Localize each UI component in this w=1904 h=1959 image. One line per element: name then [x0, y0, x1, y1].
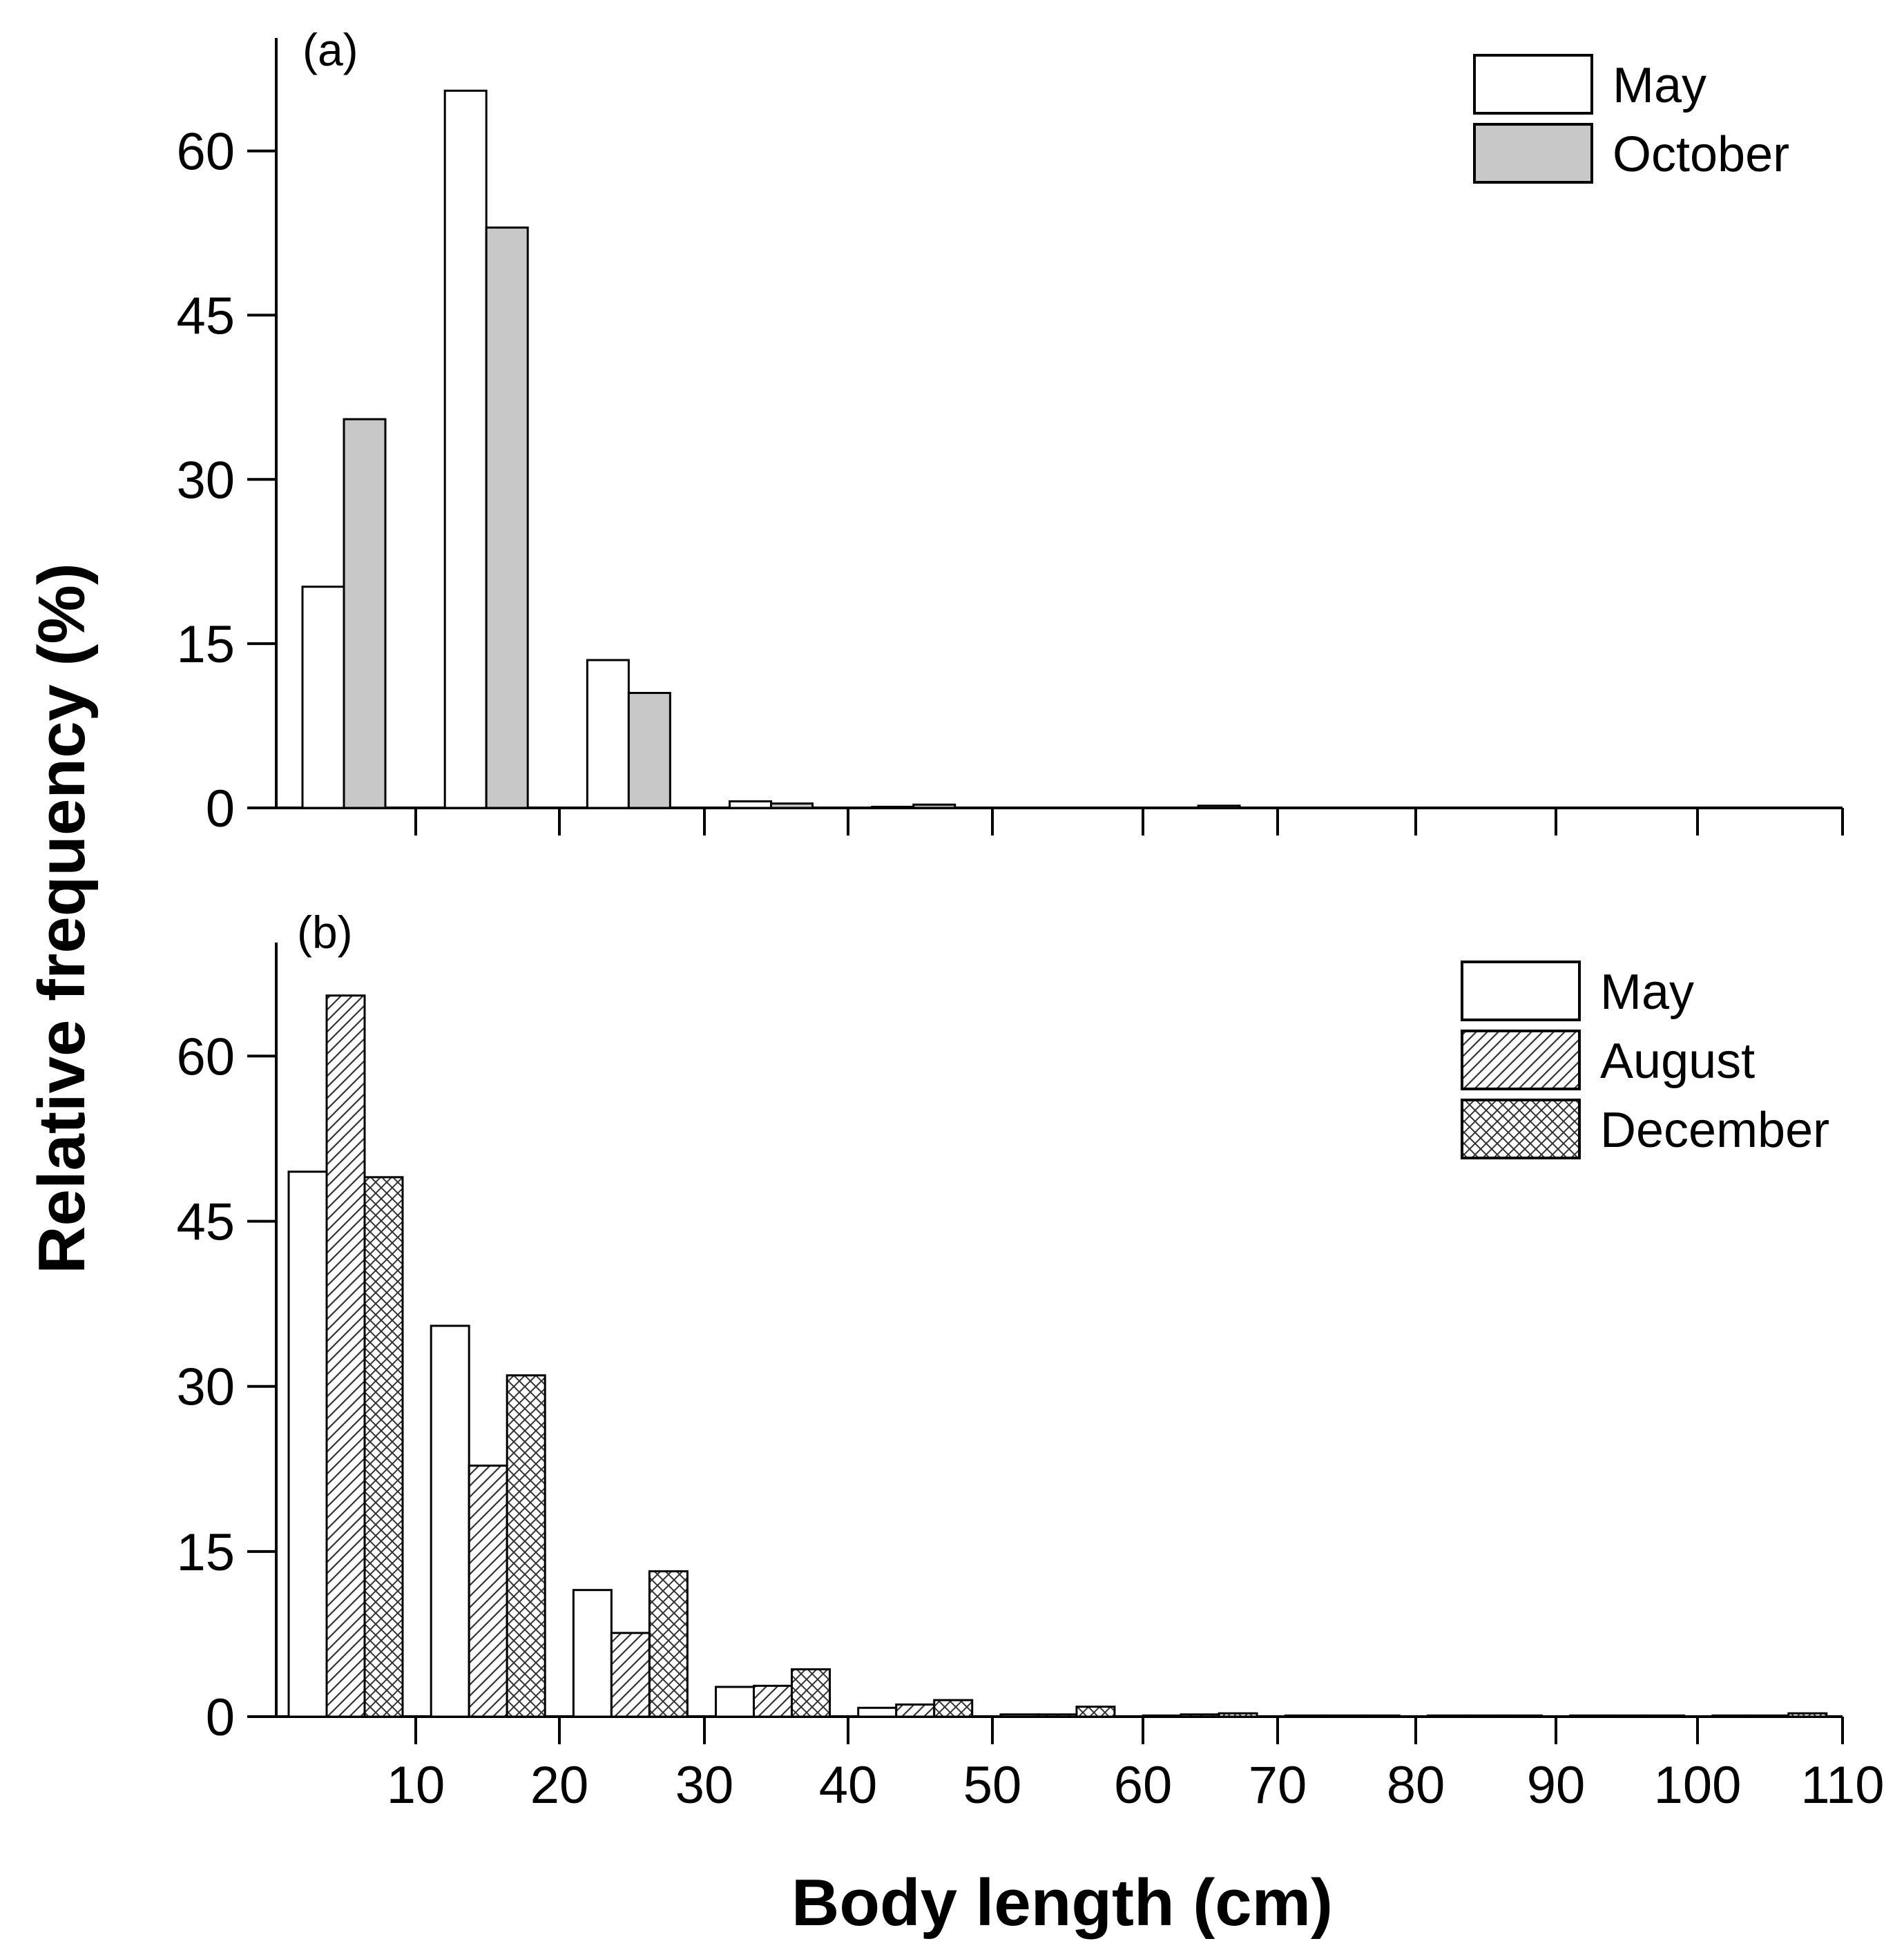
x-tick-label: 40: [819, 1756, 878, 1815]
bar-may-30-40: [729, 800, 773, 809]
x-axis-title: Body length (cm): [791, 1866, 1333, 1940]
panel-a: 0 15 30 45 60 (a) May October: [176, 24, 1844, 838]
panel-b: 0 15 30 45 60 10 20 30 40 50 60 70 80 90 100 110 (b) May A…: [176, 907, 1884, 1815]
bar-august-70-80: [1322, 1714, 1363, 1718]
y-axis-title: Relative frequency (%): [25, 563, 99, 1274]
bar-may-40-50: [871, 805, 915, 809]
x-tick-label: 60: [1114, 1756, 1173, 1815]
bar-october-0-10: [343, 418, 387, 809]
x-tick-label: 100: [1654, 1756, 1742, 1815]
bar-october-10-20: [485, 226, 529, 809]
bar-december-100-110: [1787, 1712, 1828, 1718]
bar-may-20-30: [572, 1589, 613, 1718]
bar-may-80-90: [1426, 1714, 1467, 1718]
bar-august-30-40: [753, 1684, 794, 1718]
bar-december-50-60: [1075, 1706, 1116, 1718]
bar-may-70-80: [1284, 1714, 1325, 1718]
bar-may-90-100: [1569, 1714, 1610, 1718]
y-tick-label: 15: [176, 615, 235, 674]
bar-may-20-30: [586, 659, 630, 809]
bar-may-0-10: [287, 1170, 328, 1718]
x-tick-label: 90: [1527, 1756, 1586, 1815]
bar-may-60-70: [1142, 1714, 1182, 1718]
bar-december-80-90: [1502, 1714, 1543, 1718]
legend-label-december: December: [1600, 1103, 1829, 1158]
bar-december-10-20: [506, 1374, 546, 1718]
y-tick-label: 30: [176, 1358, 235, 1417]
panel-label: (b): [297, 907, 353, 958]
bar-august-80-90: [1464, 1714, 1505, 1718]
x-tick-label: 10: [387, 1756, 445, 1815]
x-tick-label: 110: [1800, 1756, 1884, 1815]
bar-august-0-10: [325, 994, 366, 1718]
bar-august-60-70: [1180, 1713, 1220, 1718]
legend-label-august: August: [1600, 1034, 1755, 1089]
legend-swatch-august: [1461, 1030, 1581, 1090]
bar-december-20-30: [648, 1570, 689, 1718]
bar-august-20-30: [610, 1632, 651, 1718]
bar-may-10-20: [443, 89, 488, 809]
y-tick-label: 45: [176, 1193, 235, 1252]
x-tick-label: 70: [1249, 1756, 1307, 1815]
bar-december-0-10: [363, 1176, 404, 1718]
y-tick-label: 45: [176, 287, 235, 345]
panel-label: (a): [302, 24, 358, 75]
y-tick-label: 0: [206, 780, 235, 838]
legend-label-may: May: [1600, 965, 1694, 1020]
bar-december-60-70: [1218, 1712, 1258, 1718]
bar-august-90-100: [1607, 1714, 1648, 1718]
bar-may-10-20: [430, 1324, 470, 1718]
bar-may-30-40: [715, 1686, 756, 1718]
bar-december-70-80: [1360, 1714, 1401, 1718]
bar-december-30-40: [791, 1668, 831, 1718]
bar-august-50-60: [1037, 1713, 1078, 1718]
bar-october-40-50: [912, 803, 956, 809]
bar-october-20-30: [627, 692, 671, 809]
x-tick-label: 30: [675, 1756, 734, 1815]
bar-may-100-110: [1711, 1714, 1752, 1718]
y-tick-label: 0: [206, 1688, 235, 1747]
y-tick-label: 15: [176, 1523, 235, 1582]
bar-may-40-50: [857, 1706, 898, 1718]
bar-october-60-70: [1197, 804, 1241, 809]
x-tick-label: 50: [963, 1756, 1022, 1815]
x-tick-label: 80: [1387, 1756, 1445, 1815]
legend-swatch-october: [1473, 123, 1593, 184]
bar-august-10-20: [468, 1465, 508, 1718]
bar-may-0-10: [301, 586, 345, 809]
legend-swatch-may: [1461, 961, 1581, 1021]
bar-august-40-50: [895, 1703, 936, 1718]
legend-swatch-december: [1461, 1099, 1581, 1159]
y-tick-label: 60: [176, 123, 235, 182]
legend-label-october: October: [1613, 127, 1789, 182]
y-tick-label: 30: [176, 451, 235, 510]
bar-august-100-110: [1749, 1714, 1790, 1718]
bar-may-50-60: [999, 1713, 1040, 1718]
legend-swatch-may: [1473, 54, 1593, 115]
bar-december-40-50: [933, 1699, 974, 1718]
x-tick-label: 20: [530, 1756, 589, 1815]
legend-label-may: May: [1613, 58, 1706, 113]
bar-december-90-100: [1645, 1714, 1686, 1718]
bar-october-30-40: [770, 802, 814, 809]
y-tick-label: 60: [176, 1027, 235, 1086]
